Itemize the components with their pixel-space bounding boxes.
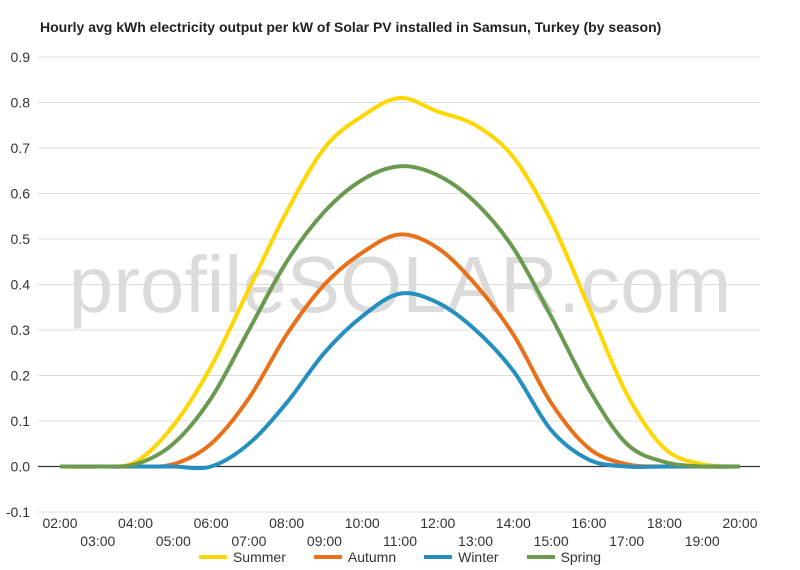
- legend-item-autumn: Autumn: [313, 549, 397, 565]
- x-tick-label: 06:00: [194, 515, 229, 531]
- legend-label: Summer: [232, 549, 286, 565]
- y-tick-label: 0.8: [11, 95, 31, 111]
- legend-swatch: [313, 555, 342, 559]
- x-tick-label: 17:00: [609, 533, 644, 549]
- x-tick-label: 20:00: [722, 515, 757, 531]
- y-tick-label: 0.4: [11, 277, 31, 293]
- x-tick-label: 08:00: [269, 515, 304, 531]
- x-tick-label: 18:00: [647, 515, 682, 531]
- legend-label: Winter: [458, 549, 499, 565]
- x-tick-label: 04:00: [118, 515, 153, 531]
- x-tick-label: 07:00: [231, 533, 266, 549]
- series-line-summer: [59, 95, 741, 469]
- y-tick-label: 0.6: [11, 186, 31, 202]
- x-axis: 02:0003:0004:0005:0006:0007:0008:0009:00…: [42, 515, 757, 549]
- x-tick-label: 11:00: [383, 533, 417, 549]
- x-tick-label: 09:00: [307, 533, 342, 549]
- y-tick-label: 0.5: [11, 231, 31, 247]
- y-tick-label: 0.3: [11, 322, 31, 338]
- gridlines: [38, 56, 760, 513]
- chart-title: Hourly avg kWh electricity output per kW…: [40, 19, 662, 35]
- series-line-spring: [59, 164, 741, 469]
- watermark-text: profileSOLAR.com: [69, 240, 731, 329]
- x-tick-label: 13:00: [458, 533, 493, 549]
- x-tick-label: 12:00: [420, 515, 455, 531]
- x-tick-label: 14:00: [496, 515, 531, 531]
- series-lines: [59, 95, 741, 471]
- x-tick-label: 10:00: [345, 515, 380, 531]
- x-tick-label: 05:00: [156, 533, 191, 549]
- legend-swatch: [424, 555, 453, 559]
- legend-label: Spring: [560, 549, 602, 565]
- x-tick-label: 03:00: [80, 533, 115, 549]
- series-line-winter: [60, 291, 740, 471]
- legend: Summer Autumn Winter Spring: [0, 549, 800, 565]
- legend-item-spring: Spring: [526, 549, 602, 565]
- y-axis: 0.9 0.8 0.7 0.6 0.5 0.4 0.3 0.2 0.1 0.0 -0.1: [6, 49, 30, 520]
- y-tick-label: 0.2: [11, 368, 31, 384]
- x-tick-label: 19:00: [685, 533, 720, 549]
- series-line-autumn: [60, 232, 740, 469]
- x-tick-label: 02:00: [42, 515, 77, 531]
- x-tick-label: 15:00: [534, 533, 569, 549]
- legend-swatch: [198, 555, 227, 559]
- legend-label: Autumn: [347, 549, 397, 565]
- x-tick-label: 16:00: [571, 515, 606, 531]
- y-tick-label: 0.1: [11, 413, 31, 429]
- y-tick-label: 0.0: [11, 459, 31, 475]
- legend-swatch: [526, 555, 555, 559]
- y-tick-label: 0.7: [11, 140, 31, 156]
- y-tick-label: -0.1: [6, 504, 30, 520]
- legend-item-summer: Summer: [198, 549, 286, 565]
- y-tick-label: 0.9: [11, 49, 31, 65]
- legend-item-winter: Winter: [424, 549, 499, 565]
